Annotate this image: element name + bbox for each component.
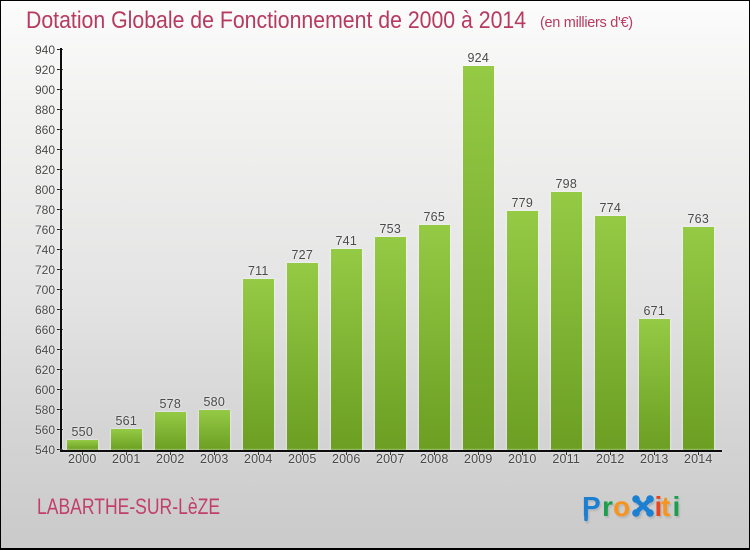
svg-text:r: r xyxy=(604,493,615,524)
svg-text:t: t xyxy=(663,493,672,524)
svg-text:i: i xyxy=(673,491,681,522)
svg-text:i: i xyxy=(655,491,663,522)
svg-text:i: i xyxy=(656,493,664,524)
svg-text:i: i xyxy=(674,493,682,524)
svg-text:t: t xyxy=(661,491,670,522)
svg-text:o: o xyxy=(613,491,630,522)
svg-text:o: o xyxy=(615,493,632,524)
svg-text:r: r xyxy=(602,491,613,522)
